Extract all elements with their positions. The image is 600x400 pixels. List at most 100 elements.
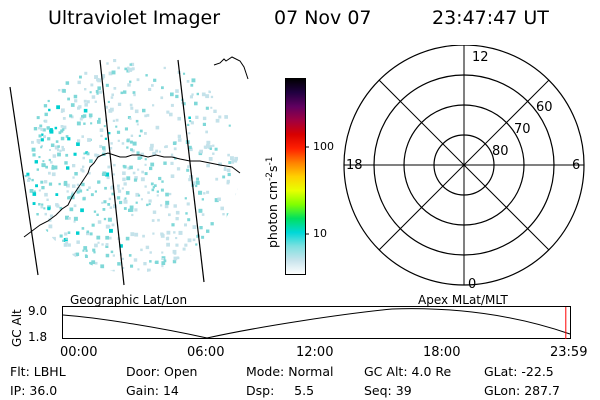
emission-speckle — [172, 141, 177, 145]
emission-speckle — [173, 231, 176, 234]
emission-speckle — [129, 103, 133, 107]
emission-speckle — [166, 242, 170, 247]
emission-speckle — [90, 122, 93, 125]
emission-speckles — [24, 59, 240, 273]
emission-speckle — [111, 70, 116, 75]
emission-speckle — [44, 192, 48, 197]
colorbar-unit-label: photon cm-2s-1 — [265, 156, 281, 248]
emission-speckle — [82, 249, 85, 252]
emission-speckle — [146, 113, 150, 117]
emission-speckle — [169, 192, 172, 196]
emission-speckle — [59, 234, 63, 238]
emission-speckle — [66, 190, 69, 193]
altitude-tick-max: 9.0 — [28, 304, 48, 318]
emission-speckle — [76, 240, 80, 244]
emission-speckle — [81, 182, 85, 187]
emission-speckle — [129, 165, 133, 170]
emission-speckle — [74, 99, 78, 103]
emission-speckle — [103, 125, 106, 128]
emission-speckle — [226, 168, 231, 173]
emission-speckle — [89, 261, 93, 266]
emission-speckle — [202, 116, 207, 121]
geographic-label: Geographic Lat/Lon — [70, 293, 188, 307]
emission-speckle — [160, 188, 164, 192]
emission-speckle — [67, 243, 71, 247]
emission-speckle — [191, 78, 196, 83]
emission-speckle — [105, 172, 110, 177]
emission-speckle — [89, 91, 92, 94]
emission-speckle — [32, 202, 36, 205]
emission-speckle — [55, 203, 59, 207]
lat-label-60: 60 — [536, 100, 553, 115]
emission-speckle — [173, 256, 178, 261]
emission-speckle — [166, 110, 170, 114]
emission-speckle — [94, 75, 98, 79]
emission-speckle — [97, 181, 100, 184]
emission-speckle — [40, 180, 44, 184]
emission-speckle — [109, 228, 113, 233]
emission-speckle — [131, 213, 134, 217]
emission-speckle — [195, 180, 200, 185]
emission-speckle — [126, 139, 130, 143]
emission-speckle — [169, 112, 173, 117]
emission-speckle — [80, 208, 84, 213]
emission-speckle — [32, 153, 36, 157]
polar-grid: 12 18 6 0 60 70 80 — [343, 45, 585, 292]
emission-speckle — [108, 197, 112, 201]
emission-speckle — [101, 201, 104, 204]
emission-speckle — [36, 168, 39, 171]
emission-speckle — [76, 231, 80, 235]
emission-speckle — [143, 262, 147, 266]
emission-speckle — [188, 145, 192, 149]
emission-speckle — [133, 258, 138, 262]
emission-speckle — [209, 147, 212, 150]
emission-speckle — [116, 130, 121, 134]
emission-speckle — [227, 172, 231, 177]
emission-speckle — [105, 243, 109, 246]
emission-speckle — [190, 121, 194, 125]
emission-speckle — [161, 265, 164, 268]
emission-speckle — [136, 151, 140, 155]
emission-speckle — [73, 220, 76, 223]
emission-speckle — [176, 167, 181, 171]
emission-speckle — [135, 192, 140, 197]
emission-speckle — [207, 145, 211, 149]
emission-speckle — [72, 164, 76, 168]
emission-speckle — [161, 251, 164, 254]
emission-speckle — [89, 159, 93, 163]
emission-speckle — [166, 230, 171, 235]
emission-speckle — [100, 264, 105, 269]
emission-speckle — [53, 165, 58, 170]
emission-speckle — [188, 132, 191, 135]
emission-speckle — [206, 140, 211, 145]
emission-speckle — [74, 172, 78, 176]
emission-speckle — [50, 143, 55, 147]
emission-speckle — [141, 170, 144, 174]
emission-speckle — [65, 241, 69, 244]
emission-speckle — [96, 78, 100, 82]
emission-speckle — [176, 256, 179, 259]
emission-speckle — [144, 185, 147, 188]
emission-speckle — [103, 217, 107, 221]
mlt-label-6: 6 — [572, 158, 580, 173]
emission-speckle — [205, 130, 208, 134]
emission-speckle — [108, 132, 111, 135]
emission-speckle — [107, 165, 111, 169]
emission-speckle — [104, 137, 107, 140]
emission-speckle — [44, 212, 47, 216]
emission-speckle — [65, 215, 69, 220]
emission-speckle — [135, 201, 138, 204]
emission-speckle — [35, 184, 38, 188]
emission-speckle — [116, 196, 121, 200]
emission-speckle — [65, 81, 70, 85]
emission-speckle — [124, 67, 127, 71]
emission-speckle — [72, 176, 75, 179]
emission-speckle — [226, 217, 231, 221]
emission-speckle — [48, 158, 51, 162]
emission-speckle — [230, 156, 234, 161]
emission-speckle — [109, 206, 113, 209]
emission-speckle — [71, 191, 74, 194]
emission-speckle — [130, 62, 135, 67]
emission-speckle — [83, 152, 86, 155]
emission-speckle — [150, 182, 154, 186]
